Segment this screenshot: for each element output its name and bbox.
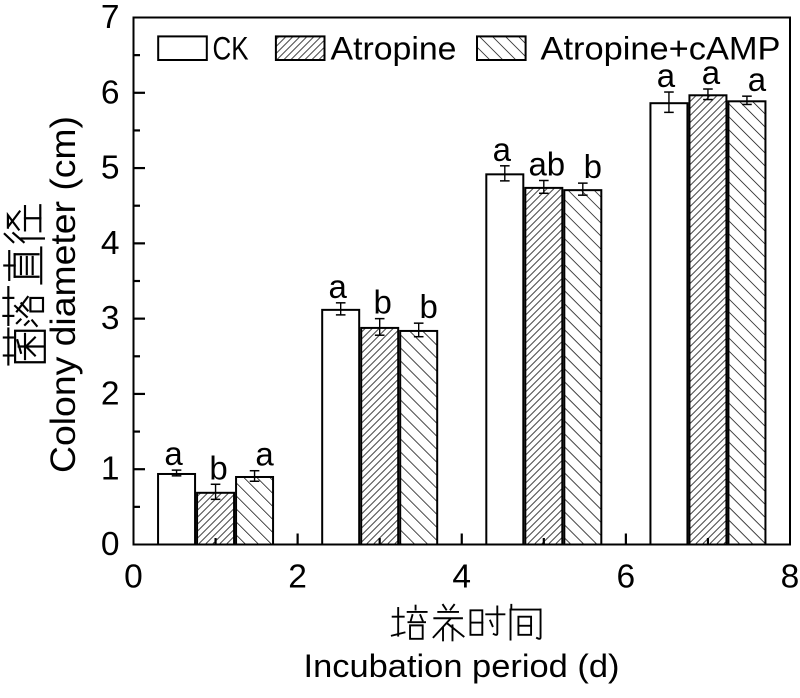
svg-text:1: 1 <box>101 451 120 488</box>
svg-text:b: b <box>209 449 227 486</box>
svg-text:b: b <box>584 148 602 185</box>
svg-text:a: a <box>702 54 721 91</box>
svg-text:ab: ab <box>528 145 565 182</box>
svg-text:a: a <box>329 268 348 305</box>
svg-text:a: a <box>493 131 512 168</box>
svg-text:4: 4 <box>101 225 120 262</box>
svg-text:a: a <box>748 61 767 98</box>
svg-text:Incubation period (d): Incubation period (d) <box>304 648 620 684</box>
svg-text:b: b <box>374 284 392 321</box>
svg-text:4: 4 <box>452 559 471 596</box>
svg-text:2: 2 <box>101 375 120 412</box>
svg-text:a: a <box>164 435 183 472</box>
svg-text:a: a <box>255 436 274 473</box>
svg-text:b: b <box>420 288 438 325</box>
svg-text:6: 6 <box>101 74 120 111</box>
svg-text:2: 2 <box>288 559 307 596</box>
svg-text:7: 7 <box>101 0 120 36</box>
svg-text:Atropine: Atropine <box>331 31 457 67</box>
svg-text:3: 3 <box>101 300 120 337</box>
svg-text:0: 0 <box>101 526 120 563</box>
svg-text:6: 6 <box>617 559 636 596</box>
svg-text:0: 0 <box>124 559 143 596</box>
svg-text:8: 8 <box>781 559 800 596</box>
svg-text:Colony diameter (cm): Colony diameter (cm) <box>44 116 83 473</box>
svg-text:CK: CK <box>213 31 249 67</box>
svg-text:5: 5 <box>101 150 120 187</box>
svg-text:a: a <box>657 57 676 94</box>
svg-text:Atropine+cAMP: Atropine+cAMP <box>541 31 781 67</box>
